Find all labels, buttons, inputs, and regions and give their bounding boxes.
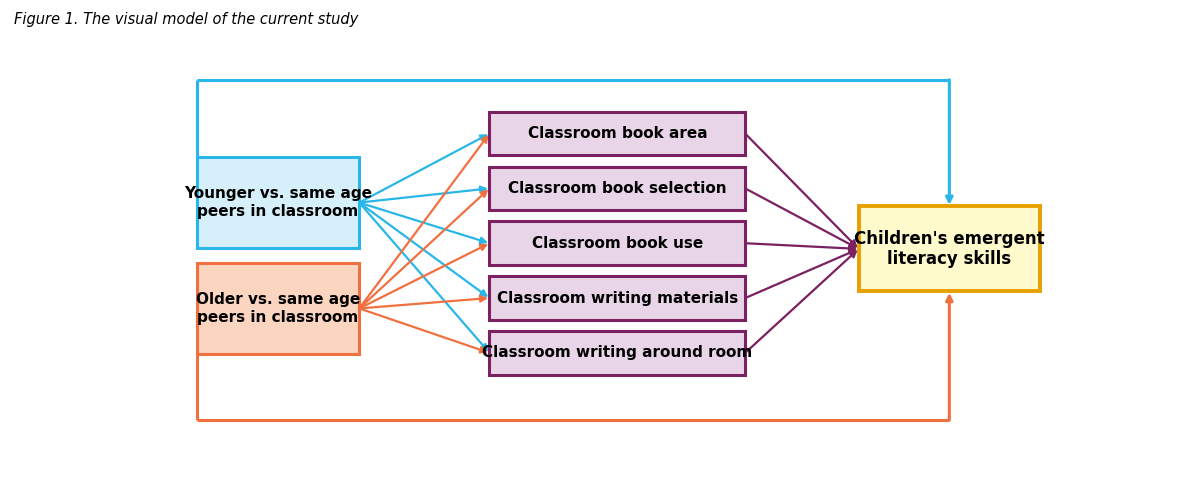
FancyBboxPatch shape bbox=[197, 157, 359, 248]
Text: Classroom book use: Classroom book use bbox=[532, 236, 703, 251]
Text: Classroom writing materials: Classroom writing materials bbox=[497, 291, 738, 305]
Text: Children's emergent
literacy skills: Children's emergent literacy skills bbox=[854, 229, 1045, 268]
Text: Classroom book area: Classroom book area bbox=[528, 126, 707, 141]
FancyBboxPatch shape bbox=[197, 263, 359, 354]
FancyBboxPatch shape bbox=[490, 112, 745, 155]
FancyBboxPatch shape bbox=[490, 166, 745, 210]
Text: Classroom book selection: Classroom book selection bbox=[508, 181, 727, 196]
FancyBboxPatch shape bbox=[490, 331, 745, 375]
FancyBboxPatch shape bbox=[490, 276, 745, 320]
Text: Figure 1. The visual model of the current study: Figure 1. The visual model of the curren… bbox=[14, 12, 359, 27]
Text: Classroom writing around room: Classroom writing around room bbox=[482, 345, 752, 360]
FancyBboxPatch shape bbox=[490, 221, 745, 265]
FancyBboxPatch shape bbox=[859, 206, 1040, 292]
Text: Older vs. same age
peers in classroom: Older vs. same age peers in classroom bbox=[196, 292, 360, 325]
Text: Younger vs. same age
peers in classroom: Younger vs. same age peers in classroom bbox=[184, 187, 372, 219]
